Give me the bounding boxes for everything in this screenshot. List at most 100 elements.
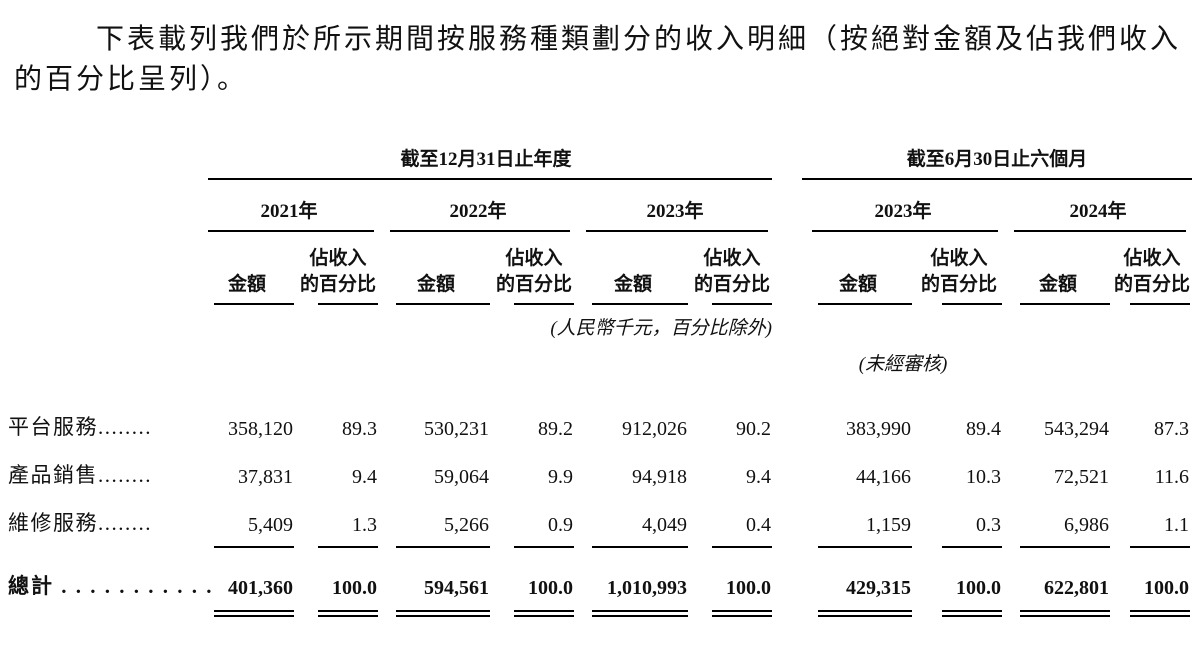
cell-value: 0.9 bbox=[548, 514, 573, 536]
year-header-2023-6m: 2023年 bbox=[874, 201, 932, 222]
cell-value: 0.3 bbox=[976, 514, 1002, 536]
double-rule-line bbox=[592, 610, 688, 617]
rule-line bbox=[208, 178, 773, 180]
rule-line bbox=[1014, 230, 1187, 232]
rule-line bbox=[1130, 303, 1191, 305]
table-row-product-sales: 產品銷售........ 37,831 9.4 59,064 9.9 94,91… bbox=[8, 450, 1192, 498]
note-row-currency: (人民幣千元，百分比除外) bbox=[8, 311, 1192, 343]
cell-value: 100.0 bbox=[956, 577, 1002, 599]
double-rule-line bbox=[396, 610, 490, 617]
cell-value: 100.0 bbox=[332, 577, 377, 599]
cell-value: 383,990 bbox=[846, 418, 912, 440]
currency-note: (人民幣千元，百分比除外) bbox=[550, 318, 773, 339]
rule-line bbox=[1020, 546, 1111, 548]
cell-value: 5,409 bbox=[248, 514, 293, 536]
cell-value: 44,166 bbox=[856, 466, 912, 488]
rule-line bbox=[396, 303, 490, 305]
cell-value: 1.1 bbox=[1164, 514, 1190, 536]
group-header-row: 截至12月31日止年度 截至6月30日止六個月 bbox=[8, 144, 1192, 178]
cell-value: 9.4 bbox=[746, 466, 772, 488]
cell-value: 89.4 bbox=[966, 418, 1002, 440]
col-header-pct: 佔收入 的百分比 bbox=[1114, 248, 1191, 295]
rule-line bbox=[318, 546, 378, 548]
row-label-product-sales: 產品銷售........ bbox=[8, 463, 152, 487]
rule-line bbox=[214, 303, 294, 305]
rule-line bbox=[214, 546, 294, 548]
rule-line bbox=[1020, 303, 1111, 305]
cell-value: 912,026 bbox=[622, 418, 687, 440]
rule-line bbox=[942, 546, 1003, 548]
intro-paragraph: 下表載列我們於所示期間按服務種類劃分的收入明細（按絕對金額及佔我們收入 的百分比… bbox=[14, 20, 1186, 100]
cell-value: 87.3 bbox=[1154, 418, 1190, 440]
cell-value: 89.2 bbox=[538, 418, 573, 440]
document-page: 下表載列我們於所示期間按服務種類劃分的收入明細（按絕對金額及佔我們收入 的百分比… bbox=[0, 20, 1200, 648]
cell-value: 90.2 bbox=[736, 418, 772, 440]
group-rule-row bbox=[8, 178, 1193, 186]
col-header-pct: 佔收入 的百分比 bbox=[495, 248, 572, 295]
rule-line bbox=[592, 546, 688, 548]
row-label-platform-services: 平台服務........ bbox=[8, 415, 152, 439]
double-rule-line bbox=[712, 610, 773, 617]
rule-line bbox=[586, 230, 769, 232]
table-row-platform-services: 平台服務........ 358,120 89.3 530,231 89.2 9… bbox=[8, 379, 1192, 450]
col-header-amount: 金額 bbox=[839, 274, 878, 295]
cell-value: 1.3 bbox=[352, 514, 377, 536]
cell-value: 429,315 bbox=[846, 577, 912, 599]
double-rule-line bbox=[318, 610, 378, 617]
col-header-pct: 佔收入 的百分比 bbox=[921, 248, 998, 295]
double-rule-line bbox=[514, 610, 574, 617]
revenue-breakdown-table: 截至12月31日止年度 截至6月30日止六個月 2021年 2022年 2023… bbox=[8, 144, 1193, 622]
year-header-row: 2021年 2022年 2023年 2023年 2024年 bbox=[8, 186, 1192, 230]
double-rule-line bbox=[1130, 610, 1191, 617]
cell-value: 89.3 bbox=[342, 418, 377, 440]
rule-line bbox=[514, 546, 574, 548]
cell-value: 622,801 bbox=[1044, 577, 1110, 599]
rule-line bbox=[812, 230, 999, 232]
cell-value: 530,231 bbox=[424, 418, 489, 440]
rule-line bbox=[318, 303, 378, 305]
col-header-pct: 佔收入 的百分比 bbox=[694, 248, 771, 295]
group-header-fy: 截至12月31日止年度 bbox=[400, 149, 572, 170]
col-header-amount: 金額 bbox=[227, 274, 266, 295]
rule-line bbox=[396, 546, 490, 548]
cell-value: 100.0 bbox=[1144, 577, 1190, 599]
cell-value: 543,294 bbox=[1044, 418, 1110, 440]
double-rule-line bbox=[214, 610, 294, 617]
rule-line bbox=[818, 303, 913, 305]
cell-value: 5,266 bbox=[444, 514, 489, 536]
cell-value: 11.6 bbox=[1154, 466, 1190, 488]
cell-value: 94,918 bbox=[632, 466, 687, 488]
intro-line-1: 下表載列我們於所示期間按服務種類劃分的收入明細（按絕對金額及佔我們收入 bbox=[96, 24, 1182, 55]
cell-value: 594,561 bbox=[424, 577, 489, 599]
double-rule-line bbox=[1020, 610, 1111, 617]
row-label-repair-services: 維修服務........ bbox=[8, 511, 152, 535]
double-rule-line bbox=[942, 610, 1003, 617]
year-header-2023: 2023年 bbox=[646, 201, 704, 222]
subheader-row: 金額 佔收入 的百分比 金額 佔收入 的百分比 金額 佔收入 的百分比 金額 佔收入的… bbox=[8, 238, 1192, 303]
rule-line bbox=[712, 303, 773, 305]
col-header-amount: 金額 bbox=[613, 274, 652, 295]
rule-line bbox=[514, 303, 574, 305]
table-row-repair-services: 維修服務........ 5,409 1.3 5,266 0.9 4,049 0… bbox=[8, 498, 1192, 546]
double-rule-line bbox=[818, 610, 913, 617]
cell-value: 100.0 bbox=[528, 577, 573, 599]
row-label-total: 總計 . . . . . . . . . . . bbox=[8, 574, 214, 598]
cell-value: 1,010,993 bbox=[607, 577, 687, 599]
intro-line-2: 的百分比呈列）。 bbox=[14, 64, 249, 95]
table-row-total: 總計 . . . . . . . . . . . 401,360 100.0 5… bbox=[8, 558, 1192, 610]
cell-value: 37,831 bbox=[238, 466, 293, 488]
rule-line bbox=[712, 546, 773, 548]
rule-line bbox=[802, 178, 1193, 180]
col-header-amount: 金額 bbox=[1039, 274, 1078, 295]
cell-value: 10.3 bbox=[966, 466, 1002, 488]
year-rule-row bbox=[8, 230, 1192, 238]
cell-value: 401,360 bbox=[228, 577, 293, 599]
cell-value: 358,120 bbox=[228, 418, 293, 440]
rule-line bbox=[942, 303, 1003, 305]
unaudited-note: (未經審核) bbox=[858, 354, 948, 375]
group-header-6m: 截至6月30日止六個月 bbox=[906, 149, 1088, 170]
cell-value: 72,521 bbox=[1054, 466, 1110, 488]
col-header-amount: 金額 bbox=[416, 274, 455, 295]
rule-line bbox=[208, 230, 374, 232]
note-row-unaudited: (未經審核) bbox=[8, 343, 1192, 379]
